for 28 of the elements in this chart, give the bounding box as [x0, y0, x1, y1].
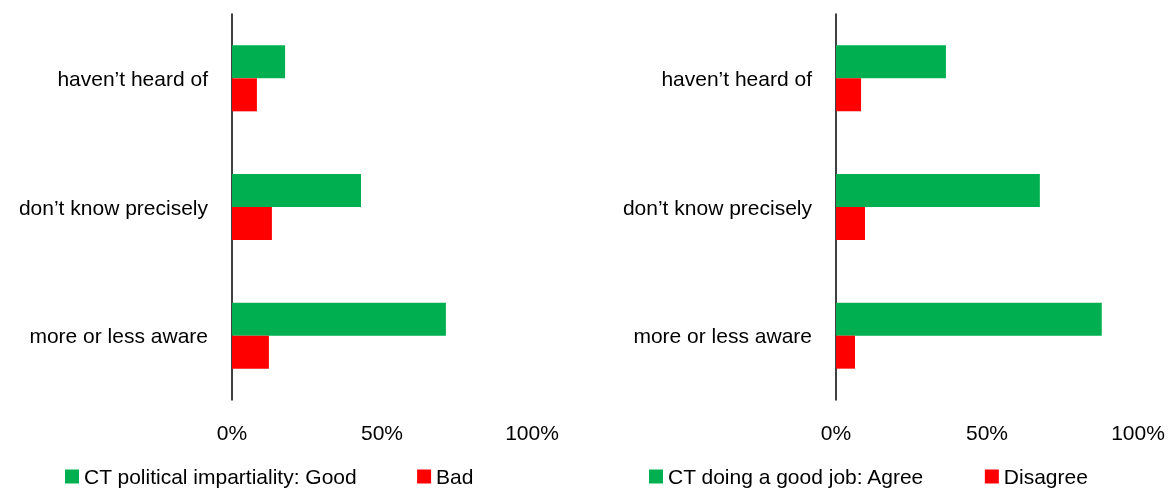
legend-label: Bad	[436, 465, 474, 488]
bar	[836, 302, 1102, 336]
x-tick-label: 50%	[965, 421, 1009, 444]
bar	[232, 174, 361, 207]
bar	[836, 335, 856, 369]
y-tick-label: more or less aware	[633, 324, 812, 348]
x-tick-label: 100%	[1111, 421, 1165, 444]
bar	[836, 45, 946, 79]
y-tick-label: haven’t heard of	[661, 66, 813, 90]
bar	[836, 78, 862, 112]
bar	[836, 207, 865, 240]
legend-label: CT doing a good job: Agree	[668, 465, 924, 488]
bar	[232, 45, 286, 79]
x-tick-label: 100%	[505, 421, 559, 444]
bar	[232, 335, 269, 369]
y-tick-label: haven’t heard of	[57, 66, 209, 90]
legend-label: CT political impartiality: Good	[84, 465, 357, 488]
legend-label: Disagree	[1003, 465, 1088, 488]
x-tick-label: 0%	[820, 421, 852, 444]
bar	[836, 174, 1040, 207]
y-tick-label: more or less aware	[29, 324, 208, 348]
y-tick-label: don’t know precisely	[18, 195, 209, 219]
bar	[232, 207, 272, 240]
y-tick-label: don’t know precisely	[622, 195, 813, 219]
bar	[232, 78, 257, 112]
x-tick-label: 0%	[216, 421, 248, 444]
bar	[232, 302, 446, 336]
x-tick-label: 50%	[360, 421, 404, 444]
